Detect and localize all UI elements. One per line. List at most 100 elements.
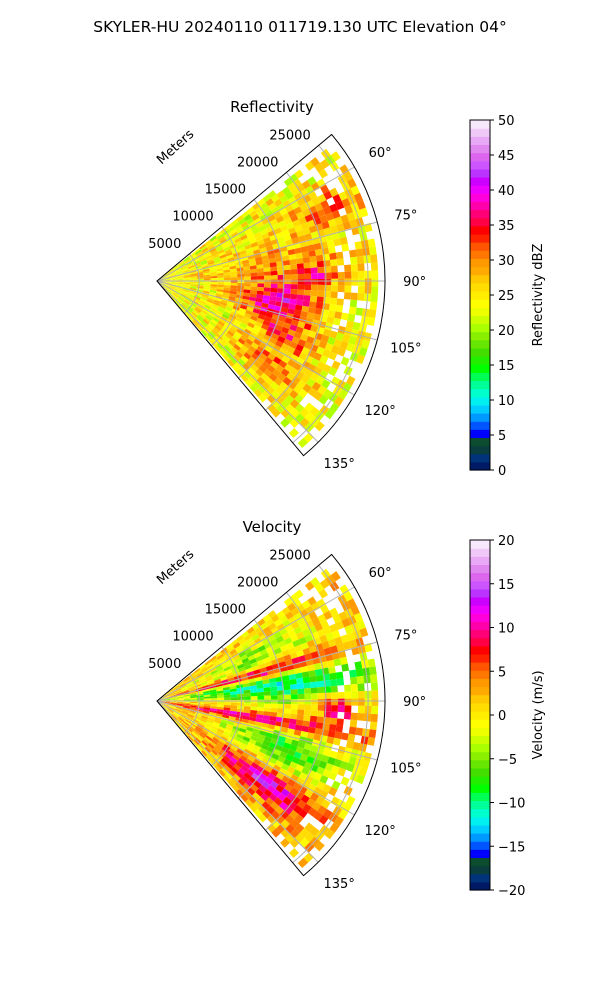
velocity-cell xyxy=(230,756,238,764)
velocity-cell xyxy=(292,769,302,778)
velocity-cell xyxy=(304,832,315,843)
reflectivity-cell xyxy=(213,256,221,261)
velocity-cell xyxy=(303,761,313,770)
velocity-cell xyxy=(289,713,298,720)
velocity-cell xyxy=(294,667,302,674)
velocity-cell xyxy=(342,754,351,763)
reflectivity-cell xyxy=(259,327,268,335)
reflectivity-cell xyxy=(285,239,293,246)
velocity-cell xyxy=(318,588,329,599)
velocity-cell xyxy=(228,747,237,755)
reflectivity-cell xyxy=(303,341,313,350)
velocity-colorbar-swatch xyxy=(470,678,490,688)
reflectivity-cell xyxy=(256,239,265,246)
reflectivity-cell xyxy=(220,337,229,345)
reflectivity-cell xyxy=(200,259,207,264)
reflectivity-cell xyxy=(367,238,376,248)
reflectivity-cell xyxy=(316,178,326,188)
reflectivity-cell xyxy=(256,268,264,273)
velocity-cell xyxy=(208,683,216,687)
reflectivity-cell xyxy=(230,277,238,281)
reflectivity-cell xyxy=(281,212,291,221)
reflectivity-cell xyxy=(230,356,238,365)
velocity-cell xyxy=(196,691,204,695)
velocity-cell xyxy=(310,687,318,694)
velocity-cell xyxy=(188,686,195,690)
velocity-cell xyxy=(184,677,191,683)
reflectivity-cell xyxy=(289,367,299,376)
velocity-cell xyxy=(209,655,217,662)
velocity-cell xyxy=(299,623,309,632)
reflectivity-cell xyxy=(222,354,231,362)
velocity-cell xyxy=(284,694,292,700)
velocity-cell xyxy=(234,644,243,652)
reflectivity-azimuth-line xyxy=(156,221,378,282)
velocity-cell xyxy=(204,672,212,678)
velocity-cell xyxy=(277,708,285,714)
reflectivity-cell xyxy=(250,283,258,288)
reflectivity-cell xyxy=(304,355,314,364)
velocity-cell xyxy=(230,745,239,752)
reflectivity-cell xyxy=(223,246,231,252)
velocity-cell xyxy=(263,711,271,717)
reflectivity-cell xyxy=(309,406,320,417)
reflectivity-range-ring xyxy=(292,144,369,444)
velocity-cell xyxy=(250,706,258,711)
velocity-cell xyxy=(273,618,283,627)
velocity-cell xyxy=(169,693,176,697)
velocity-cell xyxy=(301,748,311,757)
reflectivity-cell xyxy=(261,232,270,240)
reflectivity-cell xyxy=(233,343,241,351)
reflectivity-cell xyxy=(192,310,199,316)
reflectivity-cell xyxy=(257,314,266,320)
reflectivity-cell xyxy=(333,396,344,407)
velocity-cell xyxy=(335,620,345,630)
reflectivity-cell xyxy=(162,274,170,279)
reflectivity-cell xyxy=(326,239,335,248)
reflectivity-cell xyxy=(171,294,178,300)
reflectivity-cell xyxy=(205,301,213,306)
velocity-cell xyxy=(179,682,186,687)
velocity-cell xyxy=(348,726,357,735)
velocity-cell xyxy=(211,672,219,677)
velocity-cell xyxy=(217,697,225,701)
reflectivity-cell xyxy=(276,265,284,271)
reflectivity-cell xyxy=(170,281,178,283)
reflectivity-cell xyxy=(243,273,251,277)
reflectivity-cell xyxy=(290,274,298,280)
reflectivity-cell xyxy=(184,257,191,263)
reflectivity-cell xyxy=(178,260,185,266)
velocity-cell xyxy=(222,649,230,657)
reflectivity-cell xyxy=(237,310,246,317)
reflectivity-cell xyxy=(232,334,240,341)
reflectivity-azimuth-line xyxy=(156,280,319,443)
velocity-cell xyxy=(236,634,244,642)
velocity-cell xyxy=(285,659,293,666)
velocity-cell xyxy=(324,762,334,772)
velocity-cell xyxy=(196,745,203,752)
reflectivity-cell xyxy=(210,275,218,279)
reflectivity-cell xyxy=(294,224,303,233)
reflectivity-cell xyxy=(248,296,257,302)
reflectivity-cell xyxy=(166,289,173,295)
reflectivity-cell xyxy=(201,320,208,327)
velocity-cell xyxy=(205,674,213,680)
velocity-cell xyxy=(255,717,263,723)
reflectivity-cell xyxy=(330,151,341,162)
velocity-cell xyxy=(326,736,335,745)
velocity-cell xyxy=(169,706,176,710)
reflectivity-cell xyxy=(189,273,197,276)
velocity-cell xyxy=(310,577,320,587)
velocity-cell xyxy=(302,803,312,813)
reflectivity-cell xyxy=(263,267,271,272)
reflectivity-colorbar-swatch xyxy=(470,176,490,186)
velocity-cell xyxy=(324,828,335,840)
reflectivity-cell xyxy=(316,260,325,268)
reflectivity-cell xyxy=(235,264,244,269)
velocity-cell xyxy=(193,728,201,735)
reflectivity-cell xyxy=(229,313,237,320)
velocity-colorbar-swatch xyxy=(470,727,490,736)
velocity-cell xyxy=(239,742,248,749)
velocity-cell xyxy=(336,718,344,726)
reflectivity-cell xyxy=(287,182,297,192)
